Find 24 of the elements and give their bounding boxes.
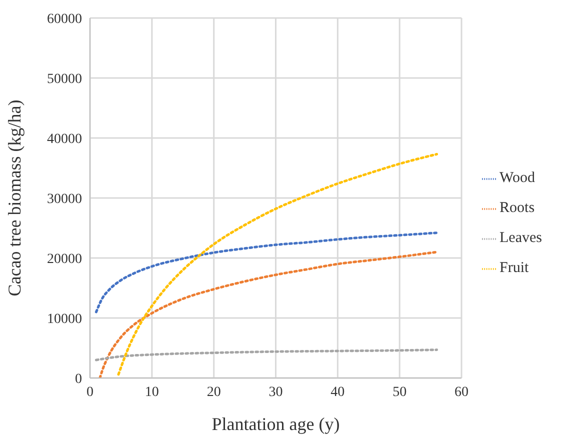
y-tick-label: 50000 <box>47 72 82 87</box>
x-tick-label: 60 <box>454 384 469 400</box>
x-axis-title: Plantation age (y) <box>212 414 340 434</box>
y-tick-label: 60000 <box>47 12 82 27</box>
x-tick-label: 50 <box>392 384 407 400</box>
legend-label: Fruit <box>500 260 529 276</box>
x-tick-label: 20 <box>206 384 221 400</box>
y-tick-label: 20000 <box>47 252 82 267</box>
line-series <box>117 152 438 376</box>
legend-label: Roots <box>500 200 535 216</box>
y-tick-label: 0 <box>75 372 82 387</box>
legend-label: Wood <box>500 170 535 186</box>
x-tick-label: 10 <box>144 384 159 400</box>
y-tick-label: 40000 <box>47 132 82 147</box>
x-tick-label: 40 <box>330 384 345 400</box>
line-series <box>94 348 438 362</box>
y-tick-label: 10000 <box>47 312 82 327</box>
y-tick-label: 30000 <box>47 192 82 207</box>
x-tick-label: 0 <box>86 384 94 400</box>
x-tick-label: 30 <box>268 384 283 400</box>
line-series <box>94 232 438 314</box>
line-series <box>98 250 438 378</box>
y-axis-title: Cacao tree biomass (kg/ha) <box>4 100 24 296</box>
legend-label: Leaves <box>500 230 542 246</box>
